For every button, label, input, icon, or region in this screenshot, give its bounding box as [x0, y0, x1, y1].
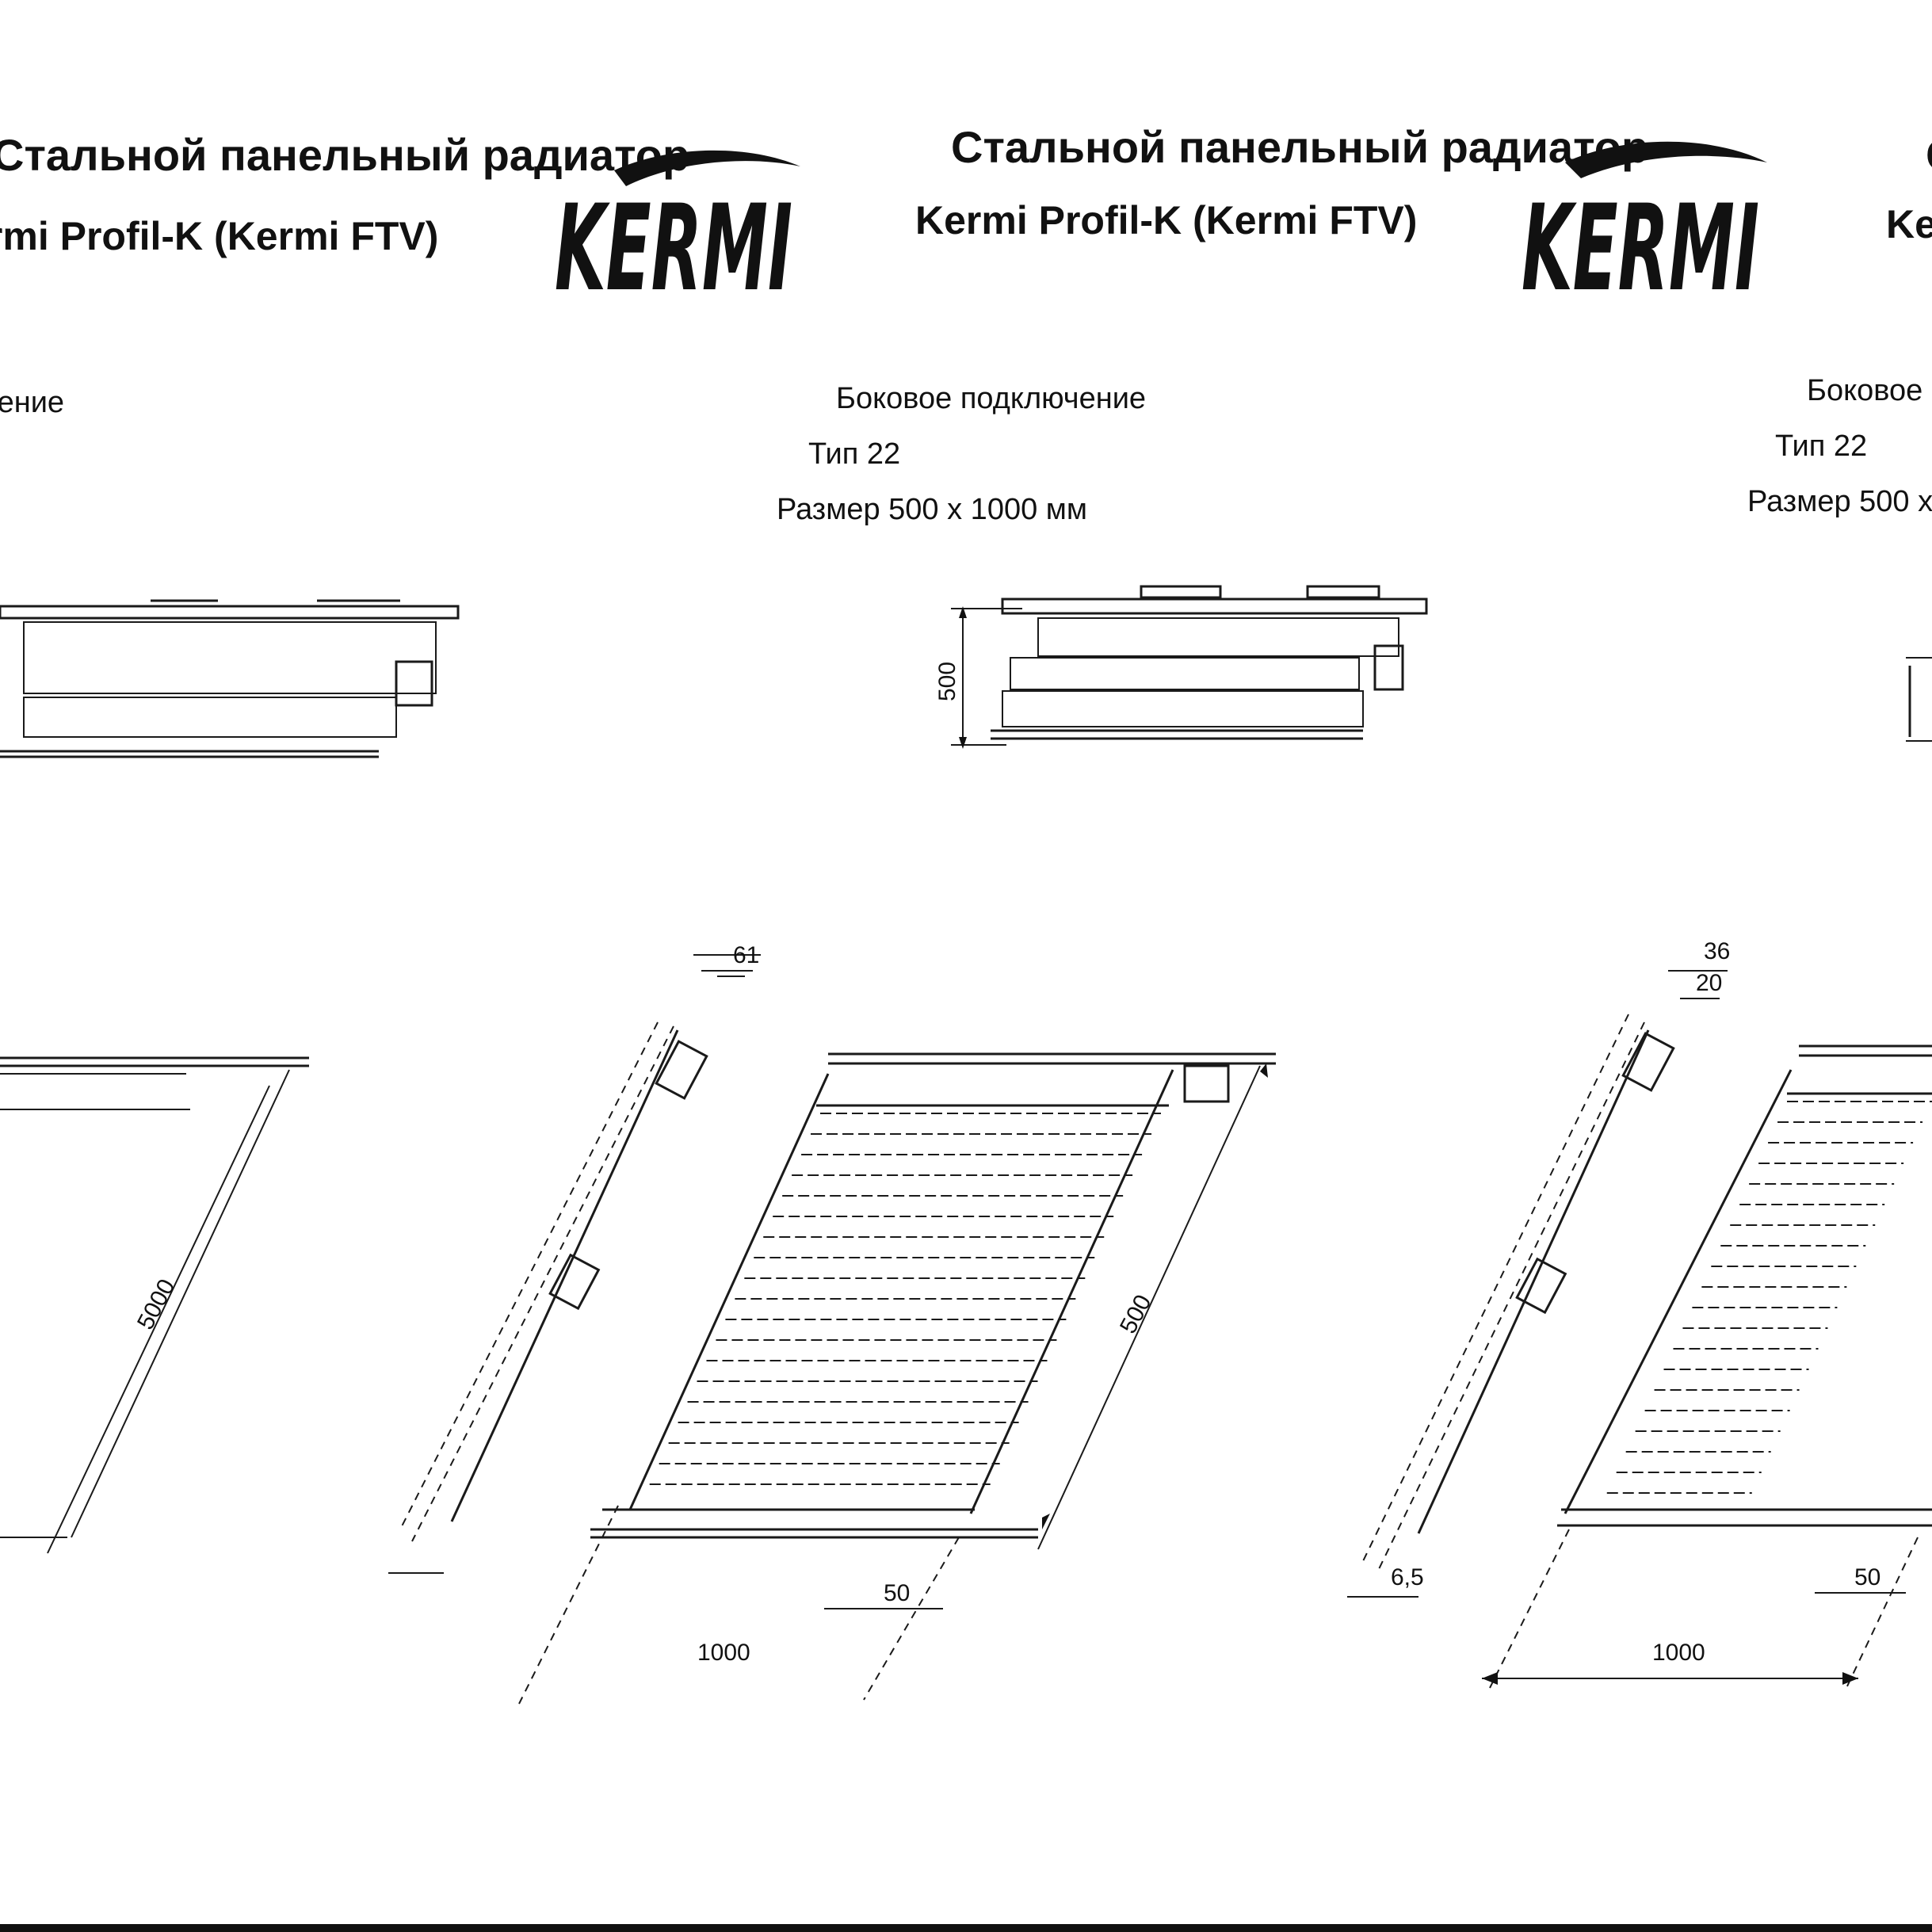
panel-0-subtitle: Kermi Profil-K (Kermi FTV)	[0, 214, 438, 258]
panel-1: Стальной панельный радиатор Kermi Profil…	[388, 122, 1648, 1705]
panel-0-front-view: 5000	[0, 1056, 309, 1554]
panel-0-side-view	[0, 599, 460, 758]
panel-0: Стальной панельный радиатор Kermi Profil…	[0, 130, 689, 1554]
panel-0-title: Стальной панельный радиатор	[0, 130, 689, 180]
panel-2-type-label: Боковое подключение	[1807, 374, 1932, 407]
panel-2-bottom-label: 50	[1854, 1564, 1880, 1590]
panel-2-subtitle: Kermi Profil-K (Kermi FTV)	[1886, 202, 1932, 246]
panel-2-model: Тип 22	[1775, 430, 1867, 463]
panel-2-length-label: 1000	[1652, 1640, 1705, 1666]
bottom-bar	[0, 1924, 1932, 1932]
panel-2-side-label: 6,5	[1391, 1564, 1424, 1590]
panel-1-model: Тип 22	[808, 437, 900, 471]
panel-1-side-view: 500	[934, 585, 1428, 749]
kermi-logo-1: KERMI	[555, 150, 800, 318]
panel-0-type-label: Боковое подключение	[0, 386, 64, 419]
panel-2-top-b-label: 20	[1696, 970, 1722, 996]
panel-2-title: Стальной панельный радиатор	[1926, 130, 1932, 180]
panel-1-height-label-front: 500	[1115, 1291, 1157, 1338]
kermi-logo-2: KERMI	[1522, 141, 1767, 318]
panel-1-subtitle: Kermi Profil-K (Kermi FTV)	[915, 198, 1417, 242]
panel-1-profile-view: 61	[388, 942, 761, 1574]
panel-1-type-label: Боковое подключение	[836, 382, 1146, 415]
panel-0-length-label: 5000	[132, 1275, 180, 1334]
panel-2-side-view	[1906, 657, 1932, 742]
panel-1-bottom-label: 50	[884, 1580, 910, 1606]
panel-1-title: Стальной панельный радиатор	[951, 122, 1648, 172]
panel-1-height-label: 500	[934, 662, 960, 701]
panel-1-front-view: 500 50 1000	[518, 1052, 1276, 1705]
panel-1-size: Размер 500 x 1000 мм	[777, 493, 1087, 526]
panel-2-size: Размер 500 x 1000 мм	[1747, 485, 1932, 518]
panel-1-top-a-label: 61	[733, 942, 759, 968]
panel-2-profile-view: 36 20 6,5	[1347, 938, 1730, 1598]
panel-1-length-label: 1000	[697, 1640, 750, 1666]
panel-2-top-a-label: 36	[1704, 938, 1730, 964]
kermi-logo-1-text: KERMI	[555, 180, 792, 318]
panel-2: Стальной панельный радиатор Kermi Profil…	[1347, 130, 1932, 1689]
panel-2-front-view: 50 1000	[1482, 1044, 1932, 1689]
kermi-logo-2-text: KERMI	[1522, 180, 1759, 318]
